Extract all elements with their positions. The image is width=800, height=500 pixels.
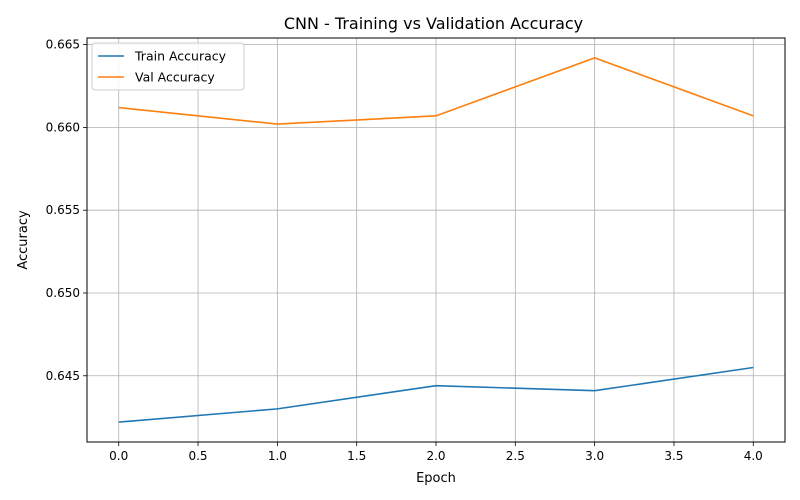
x-axis-label: Epoch xyxy=(416,471,456,486)
y-axis-ticks: 0.645 0.650 0.655 0.660 0.665 xyxy=(46,38,87,383)
y-tick-label: 0.650 xyxy=(46,286,80,300)
y-axis-label: Accuracy xyxy=(16,210,31,270)
grid xyxy=(87,38,785,442)
x-tick-label: 1.0 xyxy=(268,449,287,463)
legend: Train Accuracy Val Accuracy xyxy=(91,42,245,91)
x-tick-label: 2.5 xyxy=(506,449,525,463)
series-layer xyxy=(118,57,754,423)
y-tick-label: 0.665 xyxy=(46,38,80,52)
y-tick-label: 0.660 xyxy=(46,120,80,134)
x-tick-label: 4.0 xyxy=(744,449,763,463)
y-tick-label: 0.645 xyxy=(46,369,80,383)
legend-label: Train Accuracy xyxy=(134,49,227,64)
x-tick-label: 3.5 xyxy=(664,449,683,463)
x-tick-label: 3.0 xyxy=(585,449,604,463)
chart-title: CNN - Training vs Validation Accuracy xyxy=(284,14,583,33)
x-tick-label: 2.0 xyxy=(426,449,445,463)
legend-label: Val Accuracy xyxy=(135,70,215,85)
x-tick-label: 0.0 xyxy=(109,449,128,463)
y-tick-label: 0.655 xyxy=(46,203,80,217)
legend-box xyxy=(91,42,245,91)
x-tick-label: 0.5 xyxy=(188,449,207,463)
x-tick-label: 1.5 xyxy=(347,449,366,463)
x-axis-ticks: 0.0 0.5 1.0 1.5 2.0 2.5 3.0 3.5 4.0 xyxy=(109,442,763,463)
